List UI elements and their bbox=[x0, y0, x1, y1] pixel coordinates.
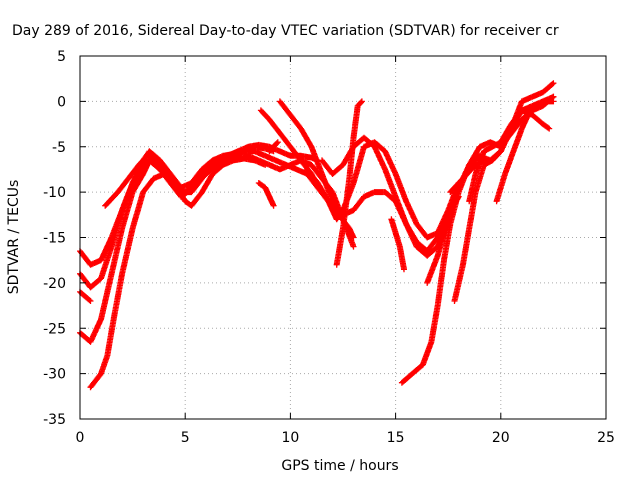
y-tick-label: -35 bbox=[43, 412, 66, 428]
series-14-markers bbox=[388, 216, 407, 273]
series-2 bbox=[77, 143, 277, 291]
series-7-markers bbox=[255, 180, 277, 209]
x-axis-label: GPS time / hours bbox=[281, 458, 398, 474]
y-axis-label: SDTVAR / TECUs bbox=[6, 180, 22, 295]
y-tick-label: -30 bbox=[43, 367, 66, 383]
x-tick-label: 20 bbox=[492, 430, 510, 446]
y-tick-label: -15 bbox=[43, 231, 66, 247]
series-9 bbox=[266, 139, 281, 155]
series-2-markers bbox=[77, 143, 277, 291]
series-3-markers bbox=[77, 288, 94, 304]
x-tick-label: 5 bbox=[181, 430, 190, 446]
data-points bbox=[77, 80, 557, 391]
series-6 bbox=[102, 141, 321, 209]
y-tick-label: -25 bbox=[43, 321, 66, 337]
series-10-markers bbox=[276, 98, 462, 255]
series-13-markers bbox=[333, 98, 365, 268]
series-18-markers bbox=[466, 107, 553, 205]
axis-ticks: 0 5 10 15 20 25 5 0 -5 -10 -15 -20 -25 -30 -35 bbox=[43, 49, 615, 446]
series-9-markers bbox=[266, 139, 281, 155]
x-tick-label: 25 bbox=[597, 430, 615, 446]
x-tick-label: 15 bbox=[387, 430, 405, 446]
series-20 bbox=[447, 157, 487, 196]
series-19-markers bbox=[493, 98, 557, 205]
series-19 bbox=[493, 98, 557, 205]
y-tick-label: -10 bbox=[43, 185, 66, 201]
series-13 bbox=[333, 98, 365, 268]
series-6-markers bbox=[102, 141, 321, 209]
series-18 bbox=[466, 107, 553, 205]
series-10 bbox=[276, 98, 462, 255]
series-15 bbox=[398, 93, 557, 386]
y-tick-label: -20 bbox=[43, 276, 66, 292]
series-14 bbox=[388, 216, 407, 273]
x-tick-label: 10 bbox=[281, 430, 299, 446]
x-tick-label: 0 bbox=[76, 430, 85, 446]
y-tick-label: -5 bbox=[52, 140, 66, 156]
y-tick-label: 0 bbox=[57, 94, 66, 110]
series-20-markers bbox=[447, 157, 487, 196]
series-7 bbox=[255, 180, 277, 209]
y-tick-label: 5 bbox=[57, 49, 66, 65]
chart-title: Day 289 of 2016, Sidereal Day-to-day VTE… bbox=[12, 23, 559, 39]
series-15-markers bbox=[398, 93, 557, 386]
series-3 bbox=[77, 288, 94, 304]
